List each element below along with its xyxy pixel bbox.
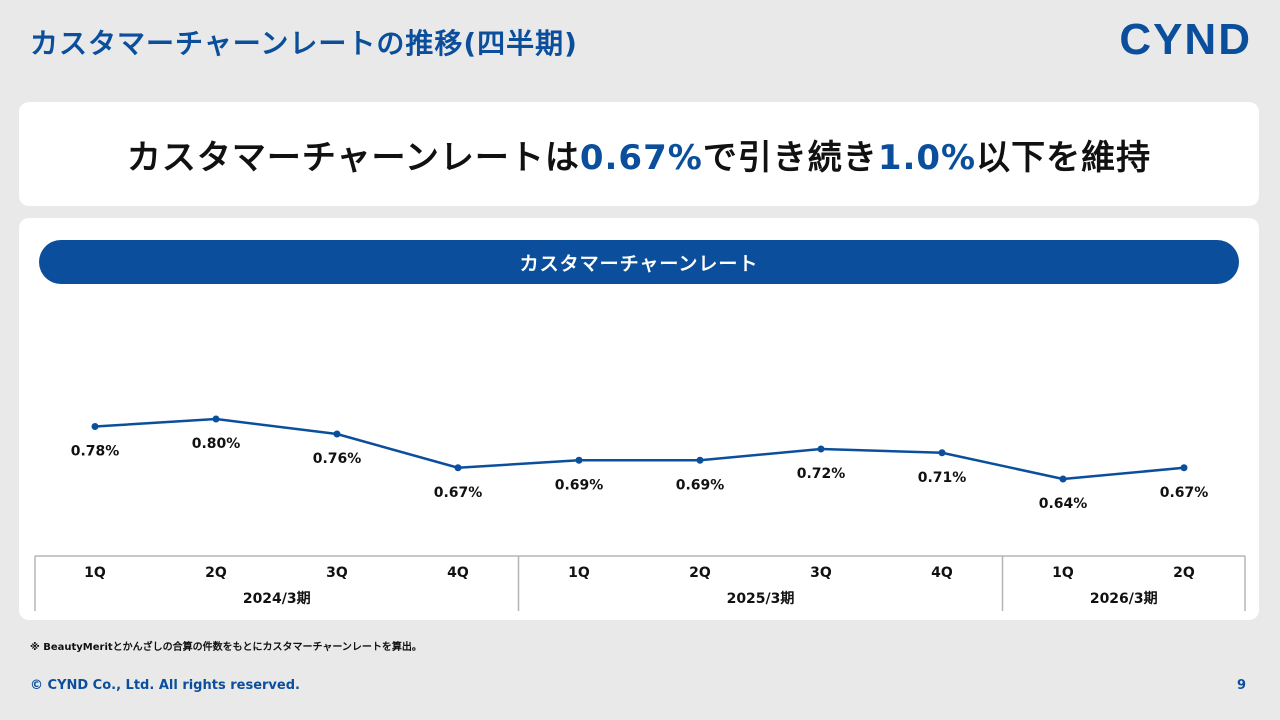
churn-rate-line-chart: 0.78% 0.80% 0.76% 0.67% 0.69% 0.69% 0.72% 0.71%… — [34, 415, 1246, 611]
data-point — [817, 445, 825, 453]
data-point — [333, 430, 341, 438]
headline-value-threshold: 1.0% — [877, 137, 977, 178]
x-tick-label: 4Q — [931, 565, 953, 581]
data-point — [938, 449, 946, 457]
x-tick-label: 1Q — [84, 565, 106, 581]
data-point — [212, 415, 220, 423]
x-group-label: 2025/3期 — [727, 591, 795, 607]
data-point — [1059, 475, 1067, 483]
data-point — [696, 456, 704, 464]
x-tick-label: 4Q — [447, 565, 469, 581]
x-tick-label: 3Q — [326, 565, 348, 581]
series-line — [94, 417, 1185, 481]
x-tick-label: 2Q — [689, 565, 711, 581]
copyright: © CYND Co., Ltd. All rights reserved. — [30, 678, 300, 693]
chart-card: カスタマーチャーンレート 0.78% 0.80% 0.76% 0.67% 0.69% 0.… — [19, 218, 1259, 620]
chart-title-banner: カスタマーチャーンレート — [39, 240, 1239, 284]
page-number: 9 — [1236, 678, 1246, 693]
data-label: 0.67% — [1160, 485, 1209, 501]
data-point — [91, 423, 99, 430]
data-label: 0.64% — [1039, 496, 1088, 512]
headline-text-3: 以下を維持 — [976, 137, 1152, 178]
data-label: 0.80% — [192, 436, 241, 452]
headline-text-1: カスタマーチャーンレートは — [126, 137, 580, 178]
footnote: ※ BeautyMeritとかんざしの合算の件数をもとにカスタマーチャーンレート… — [30, 642, 422, 653]
x-group-label: 2026/3期 — [1090, 591, 1158, 607]
data-label: 0.67% — [434, 485, 483, 501]
x-tick-label: 1Q — [1052, 565, 1074, 581]
data-label: 0.72% — [797, 466, 846, 482]
x-tick-label: 3Q — [810, 565, 832, 581]
x-tick-label: 2Q — [205, 565, 227, 581]
x-tick-label: 1Q — [568, 565, 590, 581]
data-point — [1180, 464, 1188, 472]
data-label: 0.69% — [676, 477, 725, 493]
headline-message: カスタマーチャーンレートは0.67%で引き続き1.0%以下を維持 — [127, 130, 1151, 179]
data-label: 0.71% — [918, 470, 967, 486]
headline-value-current: 0.67% — [579, 137, 703, 178]
data-point — [454, 464, 462, 472]
cynd-logo: CYND — [1119, 15, 1252, 64]
x-tick-label: 2Q — [1173, 565, 1195, 581]
data-label: 0.69% — [555, 477, 604, 493]
x-group-label: 2024/3期 — [243, 591, 311, 607]
headline-card: カスタマーチャーンレートは0.67%で引き続き1.0%以下を維持 — [19, 102, 1259, 206]
data-label: 0.78% — [71, 444, 120, 460]
headline-text-2: で引き続き — [702, 137, 878, 178]
page-title: カスタマーチャーンレートの推移(四半期) — [30, 27, 578, 60]
data-label: 0.76% — [313, 451, 362, 467]
data-point — [575, 456, 583, 464]
